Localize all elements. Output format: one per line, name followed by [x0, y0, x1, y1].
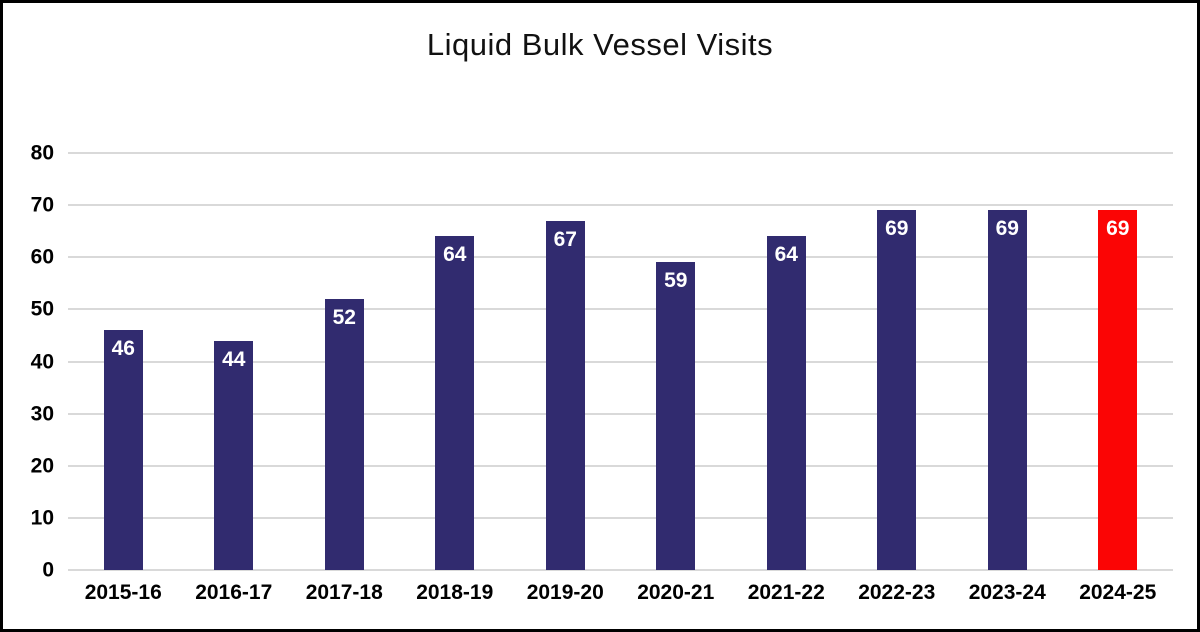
x-axis-tick-label: 2022-23 [858, 581, 936, 604]
bar-slot: 69 [1063, 153, 1174, 570]
bar-slot: 52 [289, 153, 400, 570]
gridline [68, 256, 1173, 259]
x-axis-tick-label: 2023-24 [968, 581, 1046, 604]
gridline [68, 516, 1173, 519]
bar-series: 46 44 52 64 67 59 64 69 69 69 [68, 153, 1173, 570]
x-axis-tick-label: 2020-21 [637, 581, 715, 604]
x-axis-tick-label: 2018-19 [416, 581, 494, 604]
bar: 52 [324, 298, 364, 570]
bar: 69 [987, 210, 1027, 570]
gridline [68, 152, 1173, 154]
bar-slot: 44 [179, 153, 290, 570]
bar: 69 [1098, 210, 1138, 570]
bar-slot: 59 [621, 153, 732, 570]
gridline [68, 569, 1173, 571]
bar-slot: 69 [952, 153, 1063, 570]
x-axis-tick-label: 2021-22 [747, 581, 825, 604]
bar-value-label: 46 [111, 337, 135, 361]
y-axis-tick-label: 70 [30, 193, 54, 217]
x-axis-tick-label: 2024-25 [1079, 581, 1157, 604]
chart-title: Liquid Bulk Vessel Visits [426, 27, 774, 62]
y-axis-tick-label: 30 [30, 402, 54, 426]
bar: 44 [214, 340, 254, 570]
bar-slot: 69 [842, 153, 953, 570]
bar-value-label: 64 [443, 243, 467, 267]
y-axis-tick-label: 10 [30, 506, 54, 530]
gridline [68, 464, 1173, 467]
bar-slot: 46 [68, 153, 179, 570]
bar: 59 [656, 262, 696, 570]
bar: 64 [766, 236, 806, 570]
bar-value-label: 44 [222, 347, 246, 371]
gridline [68, 360, 1173, 363]
bar-value-label: 69 [1106, 217, 1130, 241]
bar-value-label: 67 [553, 227, 577, 251]
bar: 67 [545, 220, 585, 570]
bar: 46 [103, 330, 143, 570]
y-axis-tick-label: 50 [30, 297, 54, 321]
gridline [68, 204, 1173, 207]
bar-value-label: 59 [664, 269, 688, 293]
gridline [68, 308, 1173, 311]
bar-value-label: 52 [332, 305, 356, 329]
bar-value-label: 69 [995, 217, 1019, 241]
bar-value-label: 64 [774, 243, 798, 267]
plot-area: 0 10 20 30 40 50 60 70 80 46 44 52 64 67 59 64 69 69 69 [31, 143, 1173, 581]
bar-slot: 64 [731, 153, 842, 570]
x-axis: 2015-16 2016-17 2017-18 2018-19 2019-20 2020-… [68, 581, 1173, 605]
bar-slot: 64 [400, 153, 511, 570]
bar: 64 [435, 236, 475, 570]
y-axis-tick-label: 60 [30, 245, 54, 269]
x-axis-tick-label: 2015-16 [84, 581, 162, 604]
y-axis-tick-label: 0 [42, 558, 54, 582]
y-axis-tick-label: 20 [30, 454, 54, 478]
y-axis-tick-label: 40 [30, 350, 54, 373]
gridline [68, 412, 1173, 415]
bar-slot: 67 [510, 153, 621, 570]
x-axis-tick-label: 2016-17 [195, 581, 273, 604]
x-axis-tick-label: 2017-18 [305, 581, 383, 604]
bar: 69 [877, 210, 917, 570]
bar-value-label: 69 [885, 217, 909, 241]
y-axis-tick-label: 80 [30, 141, 54, 165]
x-axis-tick-label: 2019-20 [526, 581, 604, 604]
